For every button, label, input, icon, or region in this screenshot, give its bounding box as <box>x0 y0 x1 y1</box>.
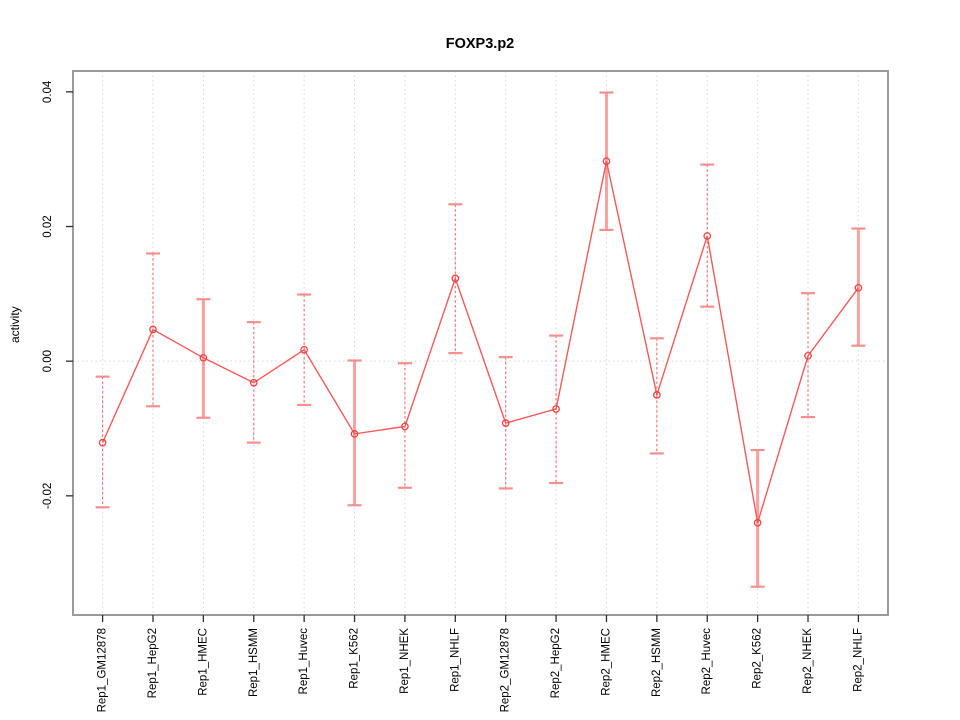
y-tick-label: 0.00 <box>42 350 54 372</box>
x-tick-label: Rep2_K562 <box>752 628 764 689</box>
data-point <box>804 351 812 360</box>
x-tick-label: Rep2_HMEC <box>600 628 612 696</box>
data-point <box>350 430 359 438</box>
x-tick-label: Rep1_HMEC <box>197 628 209 696</box>
data-point <box>249 378 258 387</box>
data-point <box>602 157 611 166</box>
data-line <box>101 161 859 523</box>
y-tick-label: 0.04 <box>42 80 54 103</box>
x-tick-label: Rep2_GM12878 <box>500 628 512 712</box>
y-tick-label: -0.02 <box>42 483 54 509</box>
x-tick-label: Rep1_HepG2 <box>147 628 159 698</box>
plot-frame <box>72 70 889 616</box>
x-tick-label: Rep1_GM12878 <box>97 628 109 712</box>
y-tick-label: 0.02 <box>42 215 54 237</box>
x-tick-label: Rep1_HSMM <box>248 628 260 697</box>
data-point <box>451 274 460 283</box>
data-point <box>703 232 712 240</box>
data-point <box>501 419 510 427</box>
x-tick-label: Rep1_NHLF <box>449 628 461 692</box>
data-point <box>653 390 661 399</box>
x-tick-label: Rep1_Huvec <box>298 628 310 695</box>
x-tick-label: Rep2_Huvec <box>701 628 713 695</box>
x-tick-label: Rep1_K562 <box>349 628 361 689</box>
data-point <box>753 518 762 527</box>
data-point <box>149 325 157 334</box>
x-tick-label: Rep2_NHLF <box>852 628 864 692</box>
x-tick-label: Rep2_HSMM <box>651 628 663 697</box>
plot-title: FOXP3.p2 <box>445 36 515 52</box>
data-point <box>199 353 208 362</box>
data-point <box>401 422 409 431</box>
data-point <box>854 283 863 292</box>
x-tick-label: Rep1_NHEK <box>399 628 411 694</box>
x-tick-label: Rep2_NHEK <box>802 628 814 694</box>
data-point <box>300 345 308 354</box>
data-point <box>552 405 560 413</box>
data-point <box>98 438 107 447</box>
x-tick-label: Rep2_HepG2 <box>550 628 562 698</box>
